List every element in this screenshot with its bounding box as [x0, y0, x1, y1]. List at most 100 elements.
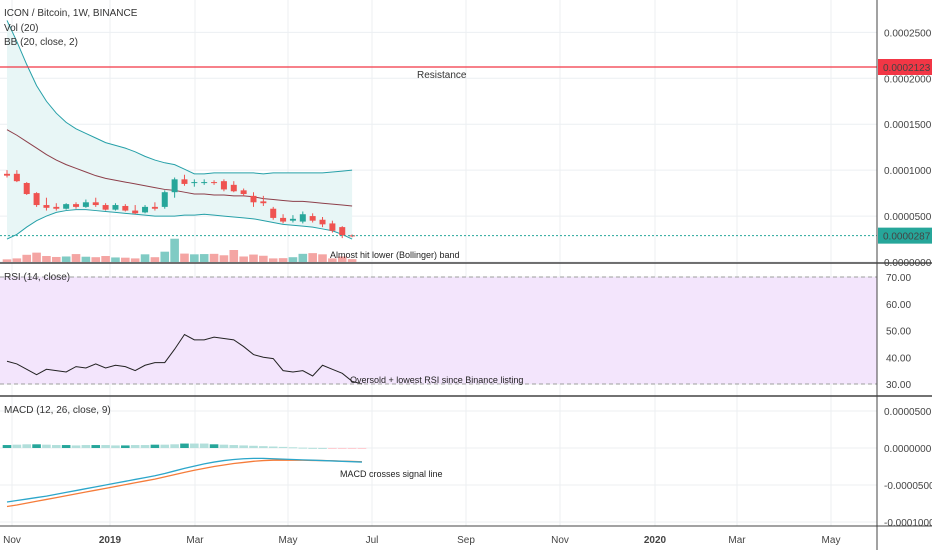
macd-hist-20	[199, 443, 209, 448]
candle-body-17	[171, 179, 178, 193]
time-tick-1: 2019	[99, 535, 122, 546]
rsi-tick-0: 30.00	[886, 380, 911, 391]
candle-body-22	[220, 181, 227, 190]
candle-body-5	[53, 206, 60, 209]
volume-bar-17	[170, 238, 179, 262]
volume-bar-18	[180, 253, 189, 262]
macd-hist-15	[150, 444, 160, 448]
volume-bar-11	[111, 257, 120, 262]
price-tick-4: 0.0002000	[884, 74, 932, 85]
price-tick-2: 0.0001000	[884, 166, 932, 177]
volume-bar-6	[61, 256, 71, 262]
rsi-legend[interactable]: RSI (14, close)	[4, 272, 70, 283]
candle-body-8	[82, 202, 89, 207]
volume-bar-30	[298, 253, 308, 262]
volume-bars	[2, 238, 357, 262]
macd-hist-11	[111, 445, 120, 448]
candle-body-18	[181, 179, 188, 184]
last-price-badge	[878, 227, 932, 244]
resistance-annotation: Resistance	[417, 70, 467, 81]
volume-legend[interactable]: Vol (20)	[4, 23, 38, 34]
macd-hist-33	[328, 448, 337, 449]
candle-body-9	[92, 202, 99, 206]
candle-body-30	[299, 214, 306, 222]
last-price-label: 0.0000287	[883, 232, 931, 243]
candles	[4, 170, 356, 239]
time-tick-9: May	[822, 535, 841, 546]
rsi-line	[6, 333, 363, 385]
candle-body-16	[161, 192, 168, 207]
time-tick-3: May	[279, 535, 298, 546]
macd-hist-32	[318, 447, 327, 449]
price-tick-5: 0.0002500	[884, 28, 932, 39]
macd-line	[6, 457, 362, 503]
volume-bar-23	[229, 250, 239, 262]
candle-body-4	[43, 205, 50, 208]
bb-lower-line	[6, 209, 353, 240]
candle-body-28	[280, 217, 287, 222]
candle-body-20	[201, 182, 208, 184]
candle-body-11	[112, 205, 119, 210]
volume-bar-20	[199, 254, 209, 262]
volume-bar-4	[42, 256, 51, 262]
macd-legend[interactable]: MACD (12, 26, close, 9)	[4, 405, 111, 416]
bb-basis-line	[6, 129, 353, 207]
bb-fill	[7, 20, 353, 240]
candle-body-34	[339, 227, 346, 236]
volume-bar-16	[160, 251, 170, 262]
macd-hist-17	[170, 444, 179, 448]
macd-hist-22	[219, 444, 229, 448]
volume-bar-22	[219, 255, 229, 262]
macd-hist-31	[308, 447, 317, 449]
macd-annotation: MACD crosses signal line	[340, 469, 443, 479]
axes: 0.0000000 0.0000500 0.0001000 0.0001500 0.00…	[3, 28, 932, 546]
bb-legend[interactable]: BB (20, close, 2)	[4, 37, 78, 48]
candle-body-31	[309, 216, 316, 221]
macd-hist-16	[160, 444, 170, 448]
macd-hist-21	[209, 444, 219, 448]
candle-body-32	[319, 219, 326, 225]
symbol-legend[interactable]: ICON / Bitcoin, 1W, BINANCE	[4, 8, 138, 19]
volume-bar-33	[328, 258, 337, 262]
macd-tick-1: 0.0000000	[884, 444, 932, 455]
rsi-line-group	[6, 333, 363, 385]
macd-hist-2	[22, 444, 32, 448]
macd-hist-3	[32, 444, 41, 448]
macd-tick-0: 0.0000500	[884, 407, 932, 418]
volume-bar-27	[268, 258, 278, 262]
candle-body-10	[102, 205, 109, 210]
candle-body-26	[260, 201, 267, 204]
resistance-price-badge	[878, 59, 932, 75]
volume-bar-32	[318, 254, 327, 262]
macd-hist-1	[12, 444, 22, 448]
rsi-tick-3: 60.00	[886, 300, 911, 311]
volume-bar-34	[337, 256, 347, 262]
macd-hist-34	[337, 448, 347, 449]
candle-body-1	[13, 173, 20, 182]
candle-body-2	[23, 183, 30, 195]
candle-body-25	[250, 195, 257, 203]
macd-hist-25	[249, 445, 258, 448]
candle-body-29	[289, 218, 296, 221]
candle-body-23	[230, 184, 237, 192]
volume-bar-2	[22, 254, 32, 262]
volume-bar-0	[2, 259, 12, 262]
volume-bar-21	[209, 253, 219, 262]
macd-hist-0	[2, 445, 12, 448]
time-tick-5: Sep	[457, 535, 475, 546]
macd-hist-27	[268, 446, 278, 448]
volume-bar-19	[190, 254, 199, 262]
price-tick-0: 0.0000000	[884, 258, 932, 269]
macd-hist-13	[130, 445, 140, 448]
volume-bar-15	[150, 257, 160, 262]
volume-bar-3	[32, 252, 41, 262]
macd-hist-26	[259, 446, 268, 448]
candle-body-13	[132, 210, 139, 214]
macd-hist-6	[61, 445, 71, 448]
rsi-band	[0, 277, 877, 384]
bb-annotation: Almost hit lower (Bollinger) band	[330, 250, 460, 260]
macd-hist-36	[357, 448, 367, 449]
rsi-tick-4: 70.00	[886, 273, 911, 284]
